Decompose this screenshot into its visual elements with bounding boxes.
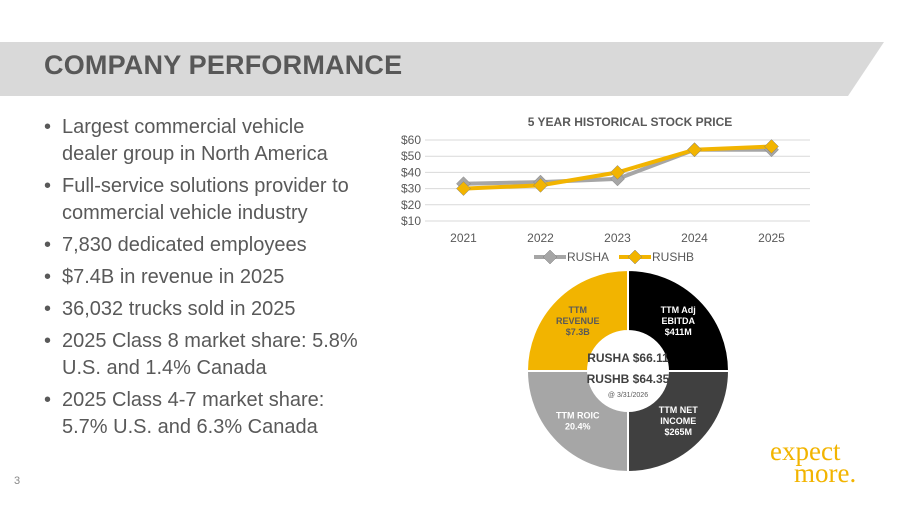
bullet-dot: • xyxy=(44,330,52,352)
slice-label: TTM NET xyxy=(659,405,698,415)
slice-label: REVENUE xyxy=(556,316,600,326)
slice-label: $411M xyxy=(665,327,692,337)
data-point xyxy=(764,139,779,154)
bullet-item: • 7,830 dedicated employees xyxy=(44,232,364,259)
slice-label: TTM ROIC xyxy=(556,411,600,421)
y-tick-label: $50 xyxy=(401,149,421,163)
slide-title: COMPANY PERFORMANCE xyxy=(44,50,403,80)
expect-more-logo: expect more. xyxy=(770,436,857,488)
y-tick-label: $30 xyxy=(401,182,421,196)
bullet-dot: • xyxy=(44,116,52,138)
title-band-shape xyxy=(0,42,884,96)
bullet-text: 7,830 dedicated employees xyxy=(62,234,307,256)
legend-label: RUSHA xyxy=(567,250,609,264)
legend-marker xyxy=(542,249,558,265)
x-tick-label: 2025 xyxy=(758,231,785,245)
slice-label: $265M xyxy=(664,427,692,437)
slice-label: 20.4% xyxy=(565,422,591,432)
y-tick-label: $60 xyxy=(401,133,421,147)
slice-label: INCOME xyxy=(660,416,696,426)
bullet-dot: • xyxy=(44,234,52,256)
donut-slice xyxy=(627,268,731,372)
bullet-dot: • xyxy=(44,266,52,288)
bullet-text: 36,032 trucks sold in 2025 xyxy=(62,298,296,320)
chart-title: 5 YEAR HISTORICAL STOCK PRICE xyxy=(527,115,733,129)
legend-marker xyxy=(627,249,643,265)
data-point xyxy=(533,178,548,193)
data-point xyxy=(456,181,471,196)
page-number: 3 xyxy=(14,475,21,487)
bullet-text: $7.4B in revenue in 2025 xyxy=(62,266,285,288)
logo-line-1: expect xyxy=(770,436,841,466)
bullet-item: • 2025 Class 8 market share: 5.8% U.S. an… xyxy=(44,328,364,382)
bullet-item: • Largest commercial vehicle dealer group… xyxy=(44,114,364,168)
y-tick-label: $40 xyxy=(401,165,421,179)
y-tick-label: $10 xyxy=(401,214,421,228)
bullet-text: Full-service solutions provider to comme… xyxy=(62,175,349,224)
x-tick-label: 2024 xyxy=(681,231,708,245)
center-rushb-price: RUSHB $64.35 xyxy=(587,372,670,386)
bullet-text: 2025 Class 4-7 market share: 5.7% U.S. a… xyxy=(62,389,325,438)
bullet-text: Largest commercial vehicle dealer group … xyxy=(62,116,328,165)
bullet-dot: • xyxy=(44,298,52,320)
bullet-dot: • xyxy=(44,175,52,197)
slice-label: $7.3B xyxy=(566,327,591,337)
donut-slice xyxy=(627,370,731,474)
x-tick-label: 2022 xyxy=(527,231,554,245)
bullet-item: • $7.4B in revenue in 2025 xyxy=(44,264,364,291)
bullet-item: • Full-service solutions provider to comm… xyxy=(44,173,364,227)
center-date: @ 3/31/2026 xyxy=(608,392,648,399)
slice-label: TTM Adj xyxy=(661,305,696,315)
slice-label: TTM xyxy=(569,305,588,315)
bullet-list: • Largest commercial vehicle dealer group… xyxy=(44,114,364,446)
bullet-item: • 36,032 trucks sold in 2025 xyxy=(44,296,364,323)
x-tick-label: 2023 xyxy=(604,231,631,245)
bullet-text: 2025 Class 8 market share: 5.8% U.S. and… xyxy=(62,330,358,379)
data-point xyxy=(610,165,625,180)
stock-price-line-chart: $10 $20 $30 $40 $50 $60 2021 2022 2023 2024 2025 RU… xyxy=(401,133,810,265)
slice-label: EBITDA xyxy=(661,316,695,326)
legend-label: RUSHB xyxy=(652,250,694,264)
donut-slice xyxy=(525,370,629,474)
donut-slice xyxy=(525,268,629,372)
bullet-item: • 2025 Class 4-7 market share: 5.7% U.S. … xyxy=(44,387,364,441)
title-band xyxy=(0,42,900,96)
donut-center xyxy=(589,332,667,410)
y-tick-label: $20 xyxy=(401,198,421,212)
bullet-dot: • xyxy=(44,389,52,411)
x-tick-label: 2021 xyxy=(450,231,477,245)
logo-line-2: more. xyxy=(794,458,857,488)
center-rusha-price: RUSHA $66.11 xyxy=(587,351,669,365)
data-point xyxy=(687,142,702,158)
